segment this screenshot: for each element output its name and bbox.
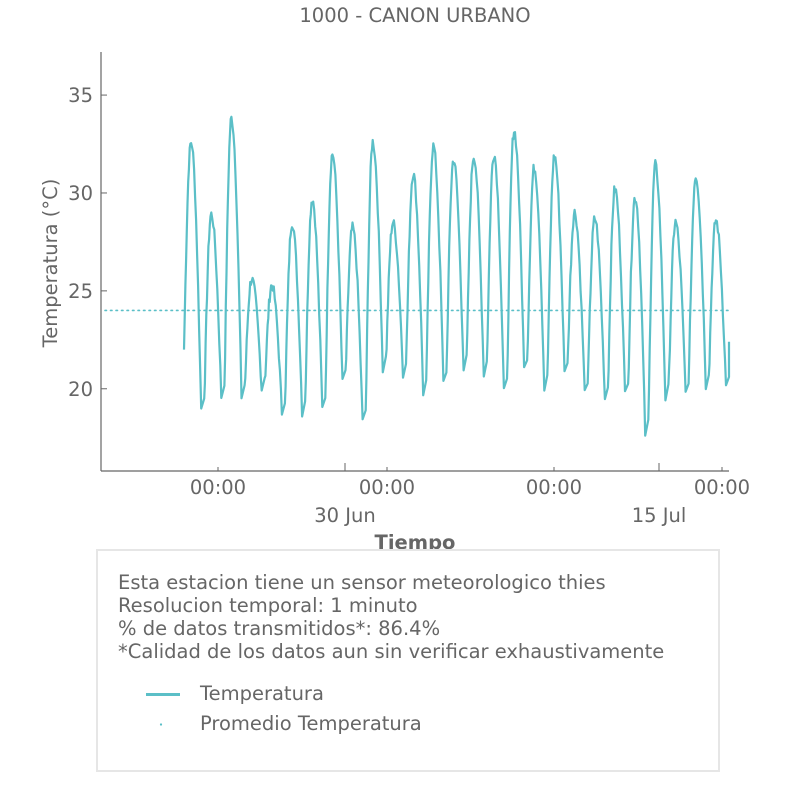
legend-swatch-solid [146, 693, 180, 696]
y-tick-label: 25 [68, 280, 93, 303]
y-tick-label: 20 [68, 378, 93, 401]
info-transmitted-text: % de datos transmitidos*: 86.4% [118, 617, 441, 640]
info-panel: Esta estacion tiene un sensor meteorolog… [96, 549, 720, 772]
x-minor-tick-label: 00:00 [190, 476, 246, 499]
info-resolution-text: Resolucion temporal: 1 minuto [118, 594, 418, 617]
temperature-chart: 1000 - CANON URBANO Temperatura (°C) Tie… [39, 4, 750, 554]
x-axis-label: Tiempo [375, 531, 456, 554]
x-major-tick-label: 15 Jul [632, 504, 687, 527]
legend-label-temperatura: Temperatura [200, 682, 324, 705]
legend-label-promedio: Promedio Temperatura [200, 712, 422, 735]
legend-swatch-dotted [146, 723, 180, 726]
info-quality-note: *Calidad de los datos aun sin verificar … [118, 640, 665, 663]
y-tick-label: 35 [68, 84, 93, 107]
plot-area: 20 25 30 35 00:00 00:00 00:00 00:00 30 Jun 15 Jul [68, 52, 750, 527]
x-minor-tick-label: 00:00 [526, 476, 582, 499]
y-tick-label: 30 [68, 182, 93, 205]
chart-title: 1000 - CANON URBANO [299, 4, 530, 27]
x-major-tick-label: 30 Jun [314, 504, 375, 527]
temperature-series-line [182, 115, 731, 437]
info-sensor-text: Esta estacion tiene un sensor meteorolog… [118, 571, 606, 594]
x-minor-tick-label: 00:00 [359, 476, 415, 499]
x-minor-tick-label: 00:00 [694, 476, 750, 499]
y-axis-label: Temperatura (°C) [39, 179, 62, 349]
